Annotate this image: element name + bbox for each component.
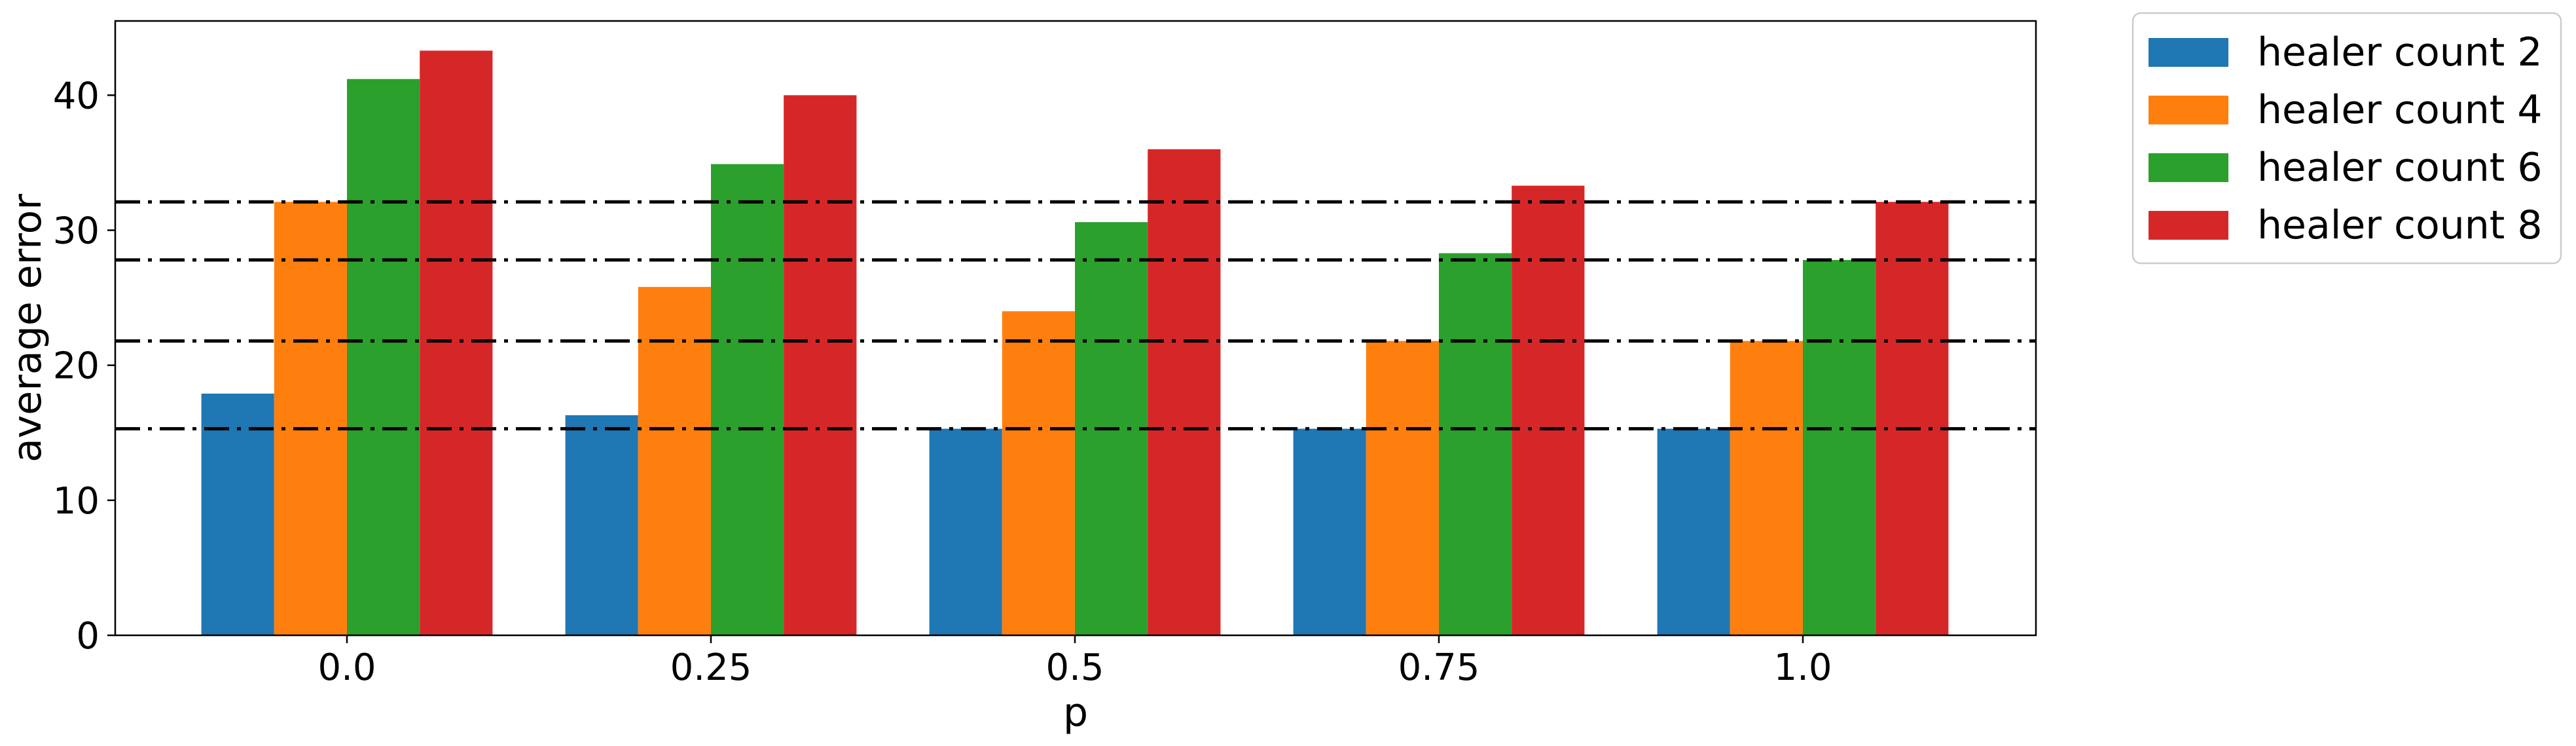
bar-healer-count-2-p-0_25 (565, 415, 638, 635)
bars-layer (201, 50, 1949, 636)
x-tick-label: 0.75 (1398, 646, 1480, 689)
legend-label: healer count 4 (2257, 87, 2543, 133)
bar-healer-count-4-p-0_75 (1366, 341, 1439, 635)
bar-healer-count-8-p-1_0 (1876, 202, 1949, 635)
x-axis: 0.0 0.25 0.5 0.75 1.0 (317, 635, 1832, 689)
bar-healer-count-8-p-0_0 (420, 50, 493, 636)
x-tick-label: 0.5 (1045, 646, 1104, 689)
bar-healer-count-2-p-1_0 (1657, 428, 1730, 635)
bar-healer-count-6-p-0_75 (1439, 253, 1512, 636)
y-tick-label: 30 (53, 210, 100, 253)
legend-swatch (2149, 153, 2228, 182)
legend-label: healer count 2 (2257, 29, 2543, 75)
x-axis-label: p (1063, 690, 1088, 736)
x-tick-label: 0.25 (670, 646, 752, 689)
reference-lines (115, 200, 2036, 431)
bar-healer-count-2-p-0_75 (1293, 428, 1366, 635)
bar-healer-count-6-p-1_0 (1803, 259, 1876, 635)
y-tick-label: 0 (76, 615, 100, 658)
y-tick-label: 10 (53, 480, 100, 523)
legend-swatch (2149, 96, 2228, 124)
bar-healer-count-4-p-0_5 (1002, 311, 1075, 635)
bar-healer-count-4-p-0_25 (638, 287, 711, 635)
bar-healer-count-2-p-0_5 (929, 428, 1002, 635)
bar-healer-count-6-p-0_0 (347, 79, 420, 635)
y-tick-label: 20 (53, 345, 100, 388)
bar-healer-count-6-p-0_25 (711, 164, 784, 635)
legend-frame (2132, 12, 2562, 265)
legend-swatch (2149, 211, 2228, 240)
x-tick-label: 0.0 (317, 646, 376, 689)
bar-healer-count-8-p-0_5 (1148, 149, 1221, 636)
legend-label: healer count 6 (2257, 145, 2543, 191)
bar-healer-count-8-p-0_75 (1512, 185, 1585, 635)
y-axis: 0 10 20 30 40 (53, 75, 115, 658)
y-axis-label: average error (5, 194, 50, 462)
x-tick-label: 1.0 (1773, 646, 1832, 689)
y-tick-label: 40 (53, 75, 100, 117)
bar-healer-count-2-p-0_0 (201, 393, 274, 635)
bar-healer-count-8-p-0_25 (784, 95, 857, 635)
legend-label: healer count 8 (2257, 202, 2543, 248)
legend: healer count 2 healer count 4 healer count… (2132, 12, 2562, 265)
bar-healer-count-4-p-1_0 (1730, 341, 1803, 635)
legend-swatch (2149, 38, 2228, 67)
bar-healer-count-4-p-0_0 (274, 202, 347, 635)
